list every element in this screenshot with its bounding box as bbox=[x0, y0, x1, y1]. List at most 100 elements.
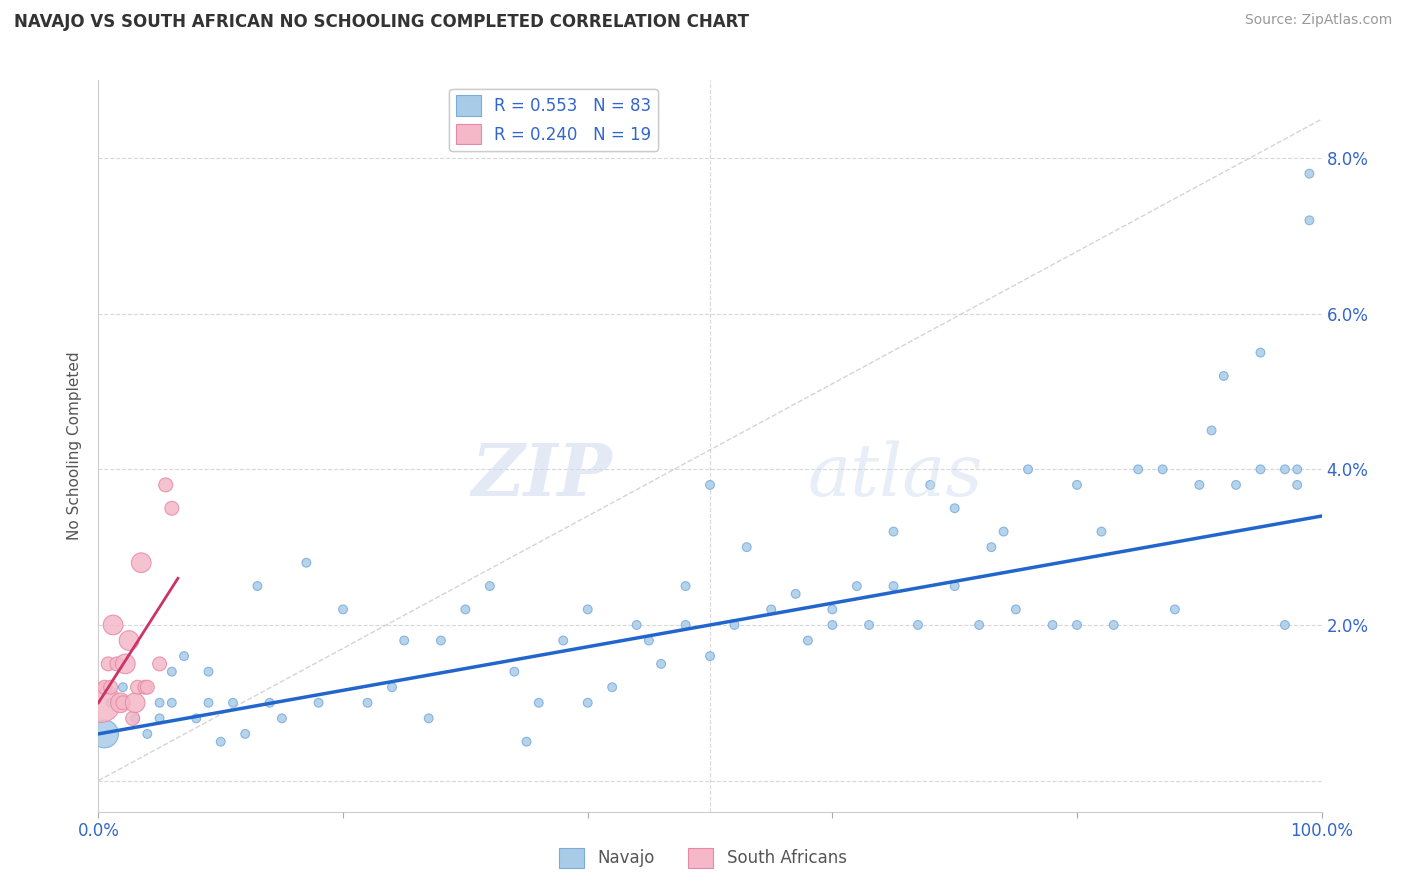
Point bbox=[100, 696, 122, 710]
Point bbox=[124, 696, 146, 710]
Point bbox=[454, 602, 477, 616]
Point bbox=[136, 680, 159, 694]
Point bbox=[222, 696, 245, 710]
Point bbox=[93, 680, 115, 694]
Point bbox=[186, 711, 208, 725]
Point bbox=[883, 524, 905, 539]
Point bbox=[97, 657, 120, 671]
Point bbox=[993, 524, 1015, 539]
Point bbox=[430, 633, 453, 648]
Point bbox=[675, 618, 697, 632]
Point bbox=[858, 618, 880, 632]
Point bbox=[1298, 213, 1320, 227]
Point bbox=[1286, 462, 1309, 476]
Point bbox=[478, 579, 501, 593]
Point bbox=[381, 680, 404, 694]
Point bbox=[149, 657, 172, 671]
Point bbox=[980, 540, 1002, 554]
Point bbox=[209, 734, 232, 748]
Point bbox=[90, 696, 112, 710]
Point bbox=[723, 618, 745, 632]
Point bbox=[233, 727, 256, 741]
Point bbox=[114, 657, 136, 671]
Point bbox=[576, 602, 599, 616]
Point bbox=[785, 587, 807, 601]
Text: atlas: atlas bbox=[808, 440, 983, 510]
Point bbox=[100, 680, 122, 694]
Point bbox=[675, 579, 697, 593]
Legend: Navajo, South Africans: Navajo, South Africans bbox=[553, 841, 853, 875]
Point bbox=[118, 633, 141, 648]
Point bbox=[907, 618, 929, 632]
Point bbox=[1066, 618, 1088, 632]
Point bbox=[1274, 462, 1296, 476]
Y-axis label: No Schooling Completed: No Schooling Completed bbox=[67, 351, 83, 541]
Point bbox=[121, 711, 143, 725]
Point bbox=[1249, 462, 1271, 476]
Point bbox=[1212, 368, 1234, 383]
Point bbox=[308, 696, 330, 710]
Point bbox=[967, 618, 990, 632]
Point bbox=[105, 657, 128, 671]
Point bbox=[1274, 618, 1296, 632]
Point bbox=[1225, 478, 1247, 492]
Point bbox=[1017, 462, 1039, 476]
Point bbox=[136, 727, 159, 741]
Point bbox=[638, 633, 661, 648]
Text: ZIP: ZIP bbox=[471, 440, 612, 511]
Point bbox=[1188, 478, 1211, 492]
Point bbox=[600, 680, 623, 694]
Point bbox=[259, 696, 281, 710]
Point bbox=[1102, 618, 1125, 632]
Point bbox=[515, 734, 537, 748]
Point bbox=[392, 633, 416, 648]
Point bbox=[821, 602, 844, 616]
Point bbox=[1298, 167, 1320, 181]
Point bbox=[124, 711, 146, 725]
Point bbox=[626, 618, 648, 632]
Point bbox=[553, 633, 575, 648]
Point bbox=[332, 602, 354, 616]
Point bbox=[101, 618, 124, 632]
Point bbox=[845, 579, 868, 593]
Point bbox=[295, 556, 318, 570]
Point bbox=[197, 665, 219, 679]
Point bbox=[503, 665, 526, 679]
Point bbox=[149, 696, 172, 710]
Point bbox=[111, 696, 134, 710]
Point bbox=[270, 711, 294, 725]
Point bbox=[173, 649, 195, 664]
Point bbox=[134, 680, 156, 694]
Point bbox=[943, 501, 966, 516]
Point bbox=[883, 579, 905, 593]
Point bbox=[821, 618, 844, 632]
Point bbox=[699, 478, 721, 492]
Point bbox=[1286, 478, 1309, 492]
Point bbox=[1004, 602, 1026, 616]
Point bbox=[110, 696, 132, 710]
Point bbox=[1042, 618, 1064, 632]
Point bbox=[356, 696, 378, 710]
Point bbox=[160, 501, 183, 516]
Point bbox=[1164, 602, 1187, 616]
Text: Source: ZipAtlas.com: Source: ZipAtlas.com bbox=[1244, 13, 1392, 28]
Point bbox=[160, 696, 183, 710]
Point bbox=[1090, 524, 1112, 539]
Point bbox=[576, 696, 599, 710]
Point bbox=[1128, 462, 1150, 476]
Text: NAVAJO VS SOUTH AFRICAN NO SCHOOLING COMPLETED CORRELATION CHART: NAVAJO VS SOUTH AFRICAN NO SCHOOLING COM… bbox=[14, 13, 749, 31]
Point bbox=[129, 556, 152, 570]
Point bbox=[93, 727, 115, 741]
Point bbox=[418, 711, 440, 725]
Point bbox=[943, 579, 966, 593]
Point bbox=[1201, 424, 1223, 438]
Point bbox=[127, 680, 149, 694]
Point bbox=[149, 711, 172, 725]
Point bbox=[160, 665, 183, 679]
Point bbox=[246, 579, 269, 593]
Point bbox=[699, 649, 721, 664]
Legend: R = 0.553   N = 83, R = 0.240   N = 19: R = 0.553 N = 83, R = 0.240 N = 19 bbox=[450, 88, 658, 151]
Point bbox=[920, 478, 942, 492]
Point bbox=[1152, 462, 1174, 476]
Point bbox=[797, 633, 820, 648]
